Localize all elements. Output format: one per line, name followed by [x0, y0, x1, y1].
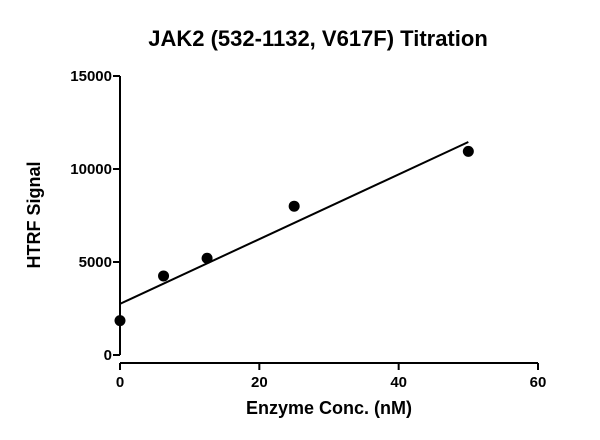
y-ticks: 0 5000 10000 15000 — [70, 68, 120, 364]
fit-line-group — [119, 141, 469, 305]
data-point — [114, 315, 126, 327]
data-points — [114, 145, 474, 327]
x-tick-label: 60 — [530, 374, 547, 391]
data-point — [288, 200, 300, 212]
data-point — [462, 145, 474, 157]
y-tick-label: 0 — [104, 347, 112, 364]
data-point — [158, 270, 170, 282]
y-tick-label: 15000 — [70, 68, 112, 85]
x-tick-label: 0 — [116, 374, 124, 391]
y-tick-label: 10000 — [70, 161, 112, 178]
x-axis-label: Enzyme Conc. (nM) — [246, 398, 412, 418]
x-tick-label: 20 — [251, 374, 268, 391]
x-tick-label: 40 — [390, 374, 407, 391]
y-axis-label: HTRF Signal — [24, 162, 44, 269]
data-point — [201, 252, 213, 264]
x-ticks: 0 20 40 60 — [116, 363, 547, 391]
y-tick-label: 5000 — [79, 254, 112, 271]
chart-title: JAK2 (532-1132, V617F) Titration — [148, 26, 488, 51]
linear-fit-line — [119, 141, 469, 305]
